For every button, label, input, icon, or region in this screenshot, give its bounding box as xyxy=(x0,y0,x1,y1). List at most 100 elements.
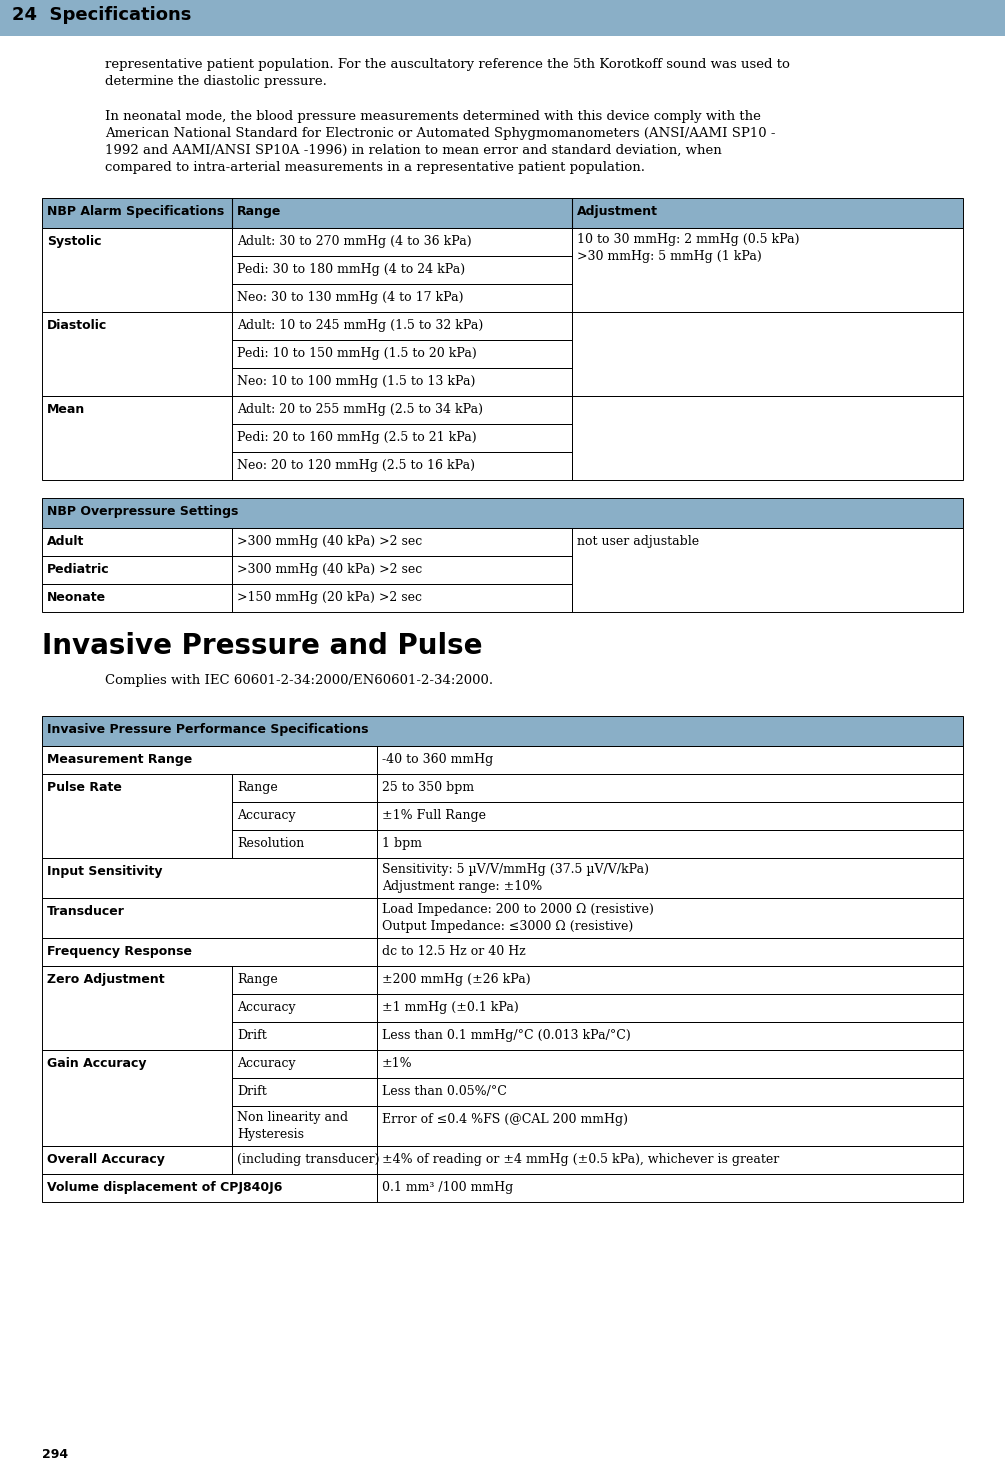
Text: NBP Alarm Specifications: NBP Alarm Specifications xyxy=(47,205,224,218)
Text: ±1%: ±1% xyxy=(382,1057,413,1070)
Bar xyxy=(42,1145,232,1173)
Bar xyxy=(232,339,572,368)
Bar xyxy=(572,311,963,396)
Text: Accuracy: Accuracy xyxy=(237,809,295,822)
Bar xyxy=(377,1106,963,1145)
Bar xyxy=(232,227,572,255)
Text: Gain Accuracy: Gain Accuracy xyxy=(47,1057,147,1070)
Text: Diastolic: Diastolic xyxy=(47,319,108,332)
Text: Neo: 10 to 100 mmHg (1.5 to 13 kPa): Neo: 10 to 100 mmHg (1.5 to 13 kPa) xyxy=(237,375,475,388)
Text: Accuracy: Accuracy xyxy=(237,1057,295,1070)
Text: Load Impedance: 200 to 2000 Ω (resistive)
Output Impedance: ≤3000 Ω (resistive): Load Impedance: 200 to 2000 Ω (resistive… xyxy=(382,903,654,933)
Text: Less than 0.05%/°C: Less than 0.05%/°C xyxy=(382,1085,507,1098)
Bar xyxy=(0,0,1005,35)
Bar xyxy=(42,584,232,613)
Bar xyxy=(232,396,572,424)
Bar xyxy=(42,497,963,528)
Bar xyxy=(232,283,572,311)
Bar xyxy=(377,830,963,858)
Bar xyxy=(42,773,232,858)
Bar xyxy=(232,584,572,613)
Bar xyxy=(377,745,963,773)
Bar xyxy=(42,497,963,528)
Text: 294: 294 xyxy=(42,1448,68,1461)
Text: Input Sensitivity: Input Sensitivity xyxy=(47,865,163,878)
Bar xyxy=(42,858,377,897)
Bar xyxy=(42,227,232,311)
Bar xyxy=(232,1106,377,1145)
Bar xyxy=(42,897,377,939)
Bar xyxy=(377,1145,963,1173)
Text: Overall Accuracy: Overall Accuracy xyxy=(47,1153,165,1166)
Bar xyxy=(42,1173,377,1201)
Bar xyxy=(377,773,963,801)
Text: not user adjustable: not user adjustable xyxy=(577,534,699,548)
Text: Adjustment: Adjustment xyxy=(577,205,658,218)
Bar xyxy=(377,897,963,939)
Text: Invasive Pressure Performance Specifications: Invasive Pressure Performance Specificat… xyxy=(47,723,369,737)
Text: Resolution: Resolution xyxy=(237,837,305,850)
Text: Drift: Drift xyxy=(237,1085,266,1098)
Text: 0.1 mm³ /100 mmHg: 0.1 mm³ /100 mmHg xyxy=(382,1181,514,1194)
Text: Pulse Rate: Pulse Rate xyxy=(47,781,122,794)
Bar xyxy=(232,1077,377,1106)
Text: Accuracy: Accuracy xyxy=(237,1001,295,1014)
Text: Pedi: 30 to 180 mmHg (4 to 24 kPa): Pedi: 30 to 180 mmHg (4 to 24 kPa) xyxy=(237,263,465,276)
Text: -40 to 360 mmHg: -40 to 360 mmHg xyxy=(382,753,493,766)
Text: 25 to 350 bpm: 25 to 350 bpm xyxy=(382,781,474,794)
Text: >300 mmHg (40 kPa) >2 sec: >300 mmHg (40 kPa) >2 sec xyxy=(237,562,422,576)
Text: Frequency Response: Frequency Response xyxy=(47,945,192,958)
Bar xyxy=(377,965,963,993)
Text: representative patient population. For the auscultatory reference the 5th Korotk: representative patient population. For t… xyxy=(105,58,790,89)
Text: Pedi: 10 to 150 mmHg (1.5 to 20 kPa): Pedi: 10 to 150 mmHg (1.5 to 20 kPa) xyxy=(237,347,476,360)
Text: Non linearity and
Hysteresis: Non linearity and Hysteresis xyxy=(237,1111,348,1141)
Bar xyxy=(42,396,232,480)
Bar xyxy=(232,1021,377,1049)
Text: In neonatal mode, the blood pressure measurements determined with this device co: In neonatal mode, the blood pressure mea… xyxy=(105,111,776,174)
Text: Sensitivity: 5 µV/V/mmHg (37.5 µV/V/kPa)
Adjustment range: ±10%: Sensitivity: 5 µV/V/mmHg (37.5 µV/V/kPa)… xyxy=(382,863,649,893)
Text: Neo: 30 to 130 mmHg (4 to 17 kPa): Neo: 30 to 130 mmHg (4 to 17 kPa) xyxy=(237,291,463,304)
Text: Mean: Mean xyxy=(47,403,85,416)
Bar xyxy=(232,528,572,556)
Bar xyxy=(42,198,963,227)
Bar xyxy=(232,801,377,830)
Text: 1 bpm: 1 bpm xyxy=(382,837,422,850)
Bar xyxy=(377,1049,963,1077)
Text: >150 mmHg (20 kPa) >2 sec: >150 mmHg (20 kPa) >2 sec xyxy=(237,590,422,604)
Bar xyxy=(42,528,232,556)
Bar xyxy=(42,716,963,745)
Bar xyxy=(42,198,963,227)
Bar xyxy=(232,1049,377,1077)
Bar xyxy=(572,528,963,613)
Bar xyxy=(377,1173,963,1201)
Bar xyxy=(232,556,572,584)
Text: Neonate: Neonate xyxy=(47,590,107,604)
Text: Range: Range xyxy=(237,973,277,986)
Text: NBP Overpressure Settings: NBP Overpressure Settings xyxy=(47,505,238,518)
Bar xyxy=(42,556,232,584)
Bar xyxy=(232,993,377,1021)
Bar xyxy=(572,227,963,311)
Text: Range: Range xyxy=(237,205,281,218)
Bar xyxy=(232,255,572,283)
Text: Invasive Pressure and Pulse: Invasive Pressure and Pulse xyxy=(42,632,482,660)
Text: Neo: 20 to 120 mmHg (2.5 to 16 kPa): Neo: 20 to 120 mmHg (2.5 to 16 kPa) xyxy=(237,459,475,472)
Bar xyxy=(377,939,963,965)
Text: ±1 mmHg (±0.1 kPa): ±1 mmHg (±0.1 kPa) xyxy=(382,1001,519,1014)
Bar xyxy=(42,965,232,1049)
Bar xyxy=(42,745,377,773)
Text: 10 to 30 mmHg: 2 mmHg (0.5 kPa)
>30 mmHg: 5 mmHg (1 kPa): 10 to 30 mmHg: 2 mmHg (0.5 kPa) >30 mmHg… xyxy=(577,233,800,263)
Text: Pediatric: Pediatric xyxy=(47,562,110,576)
Text: Adult: Adult xyxy=(47,534,84,548)
Bar xyxy=(377,801,963,830)
Text: Transducer: Transducer xyxy=(47,905,125,918)
Bar xyxy=(232,368,572,396)
Text: ±1% Full Range: ±1% Full Range xyxy=(382,809,486,822)
Bar xyxy=(42,939,377,965)
Text: dc to 12.5 Hz or 40 Hz: dc to 12.5 Hz or 40 Hz xyxy=(382,945,526,958)
Bar xyxy=(377,1021,963,1049)
Text: Complies with IEC 60601-2-34:2000/EN60601-2-34:2000.: Complies with IEC 60601-2-34:2000/EN6060… xyxy=(105,675,493,686)
Text: Range: Range xyxy=(237,781,277,794)
Bar xyxy=(232,830,377,858)
Text: Error of ≤0.4 %FS (@CAL 200 mmHg): Error of ≤0.4 %FS (@CAL 200 mmHg) xyxy=(382,1113,628,1126)
